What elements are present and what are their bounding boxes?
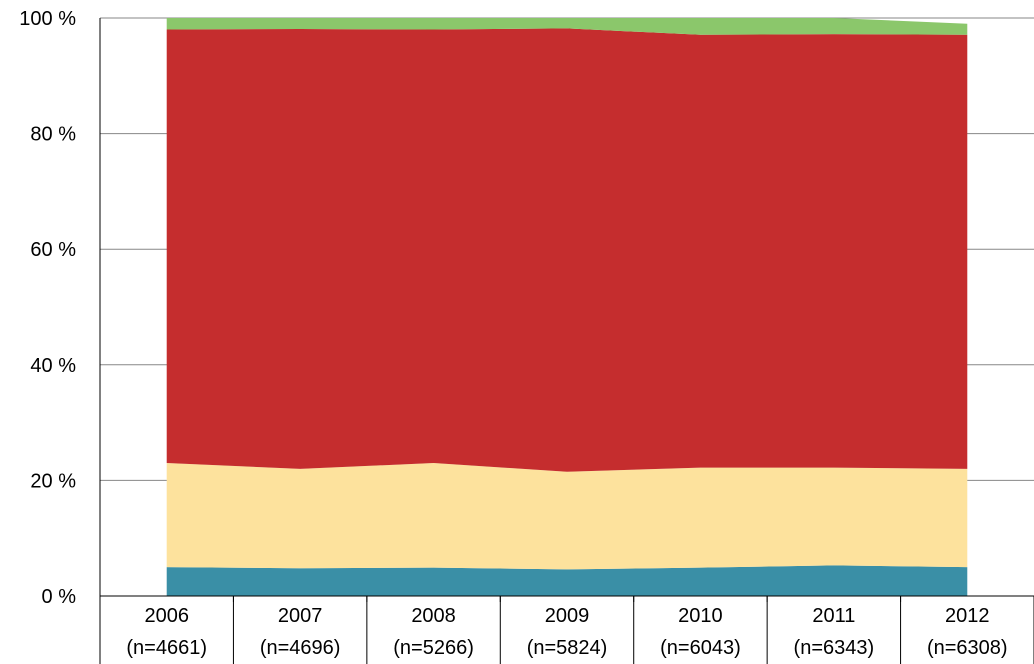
x-tick-label: 2008 xyxy=(411,605,456,627)
series-area-1 xyxy=(166,565,968,596)
y-tick-label: 0 % xyxy=(42,586,77,608)
x-tick-label: (n=5824) xyxy=(527,637,608,659)
x-tick-label: 2007 xyxy=(278,605,323,627)
x-tick-label: 2011 xyxy=(812,605,855,627)
x-tick-label: 2006 xyxy=(144,605,189,627)
x-tick-label: (n=4696) xyxy=(260,637,341,659)
y-tick-label: 20 % xyxy=(30,470,76,492)
y-tick-label: 60 % xyxy=(30,239,76,261)
y-tick-label: 100 % xyxy=(19,8,76,30)
series-area-2 xyxy=(166,463,968,570)
x-tick-label: (n=4661) xyxy=(126,637,207,659)
x-tick-label: 2012 xyxy=(945,605,990,627)
series-area-3 xyxy=(166,28,968,472)
x-tick-label: (n=6043) xyxy=(660,637,741,659)
y-tick-label: 80 % xyxy=(30,124,76,146)
x-tick-label: (n=6308) xyxy=(927,637,1008,659)
x-tick-label: (n=6343) xyxy=(794,637,875,659)
x-tick-label: (n=5266) xyxy=(393,637,474,659)
y-tick-label: 40 % xyxy=(30,355,76,377)
x-tick-label: 2010 xyxy=(678,605,723,627)
x-tick-label: 2009 xyxy=(545,605,590,627)
series-area-4 xyxy=(166,18,968,35)
